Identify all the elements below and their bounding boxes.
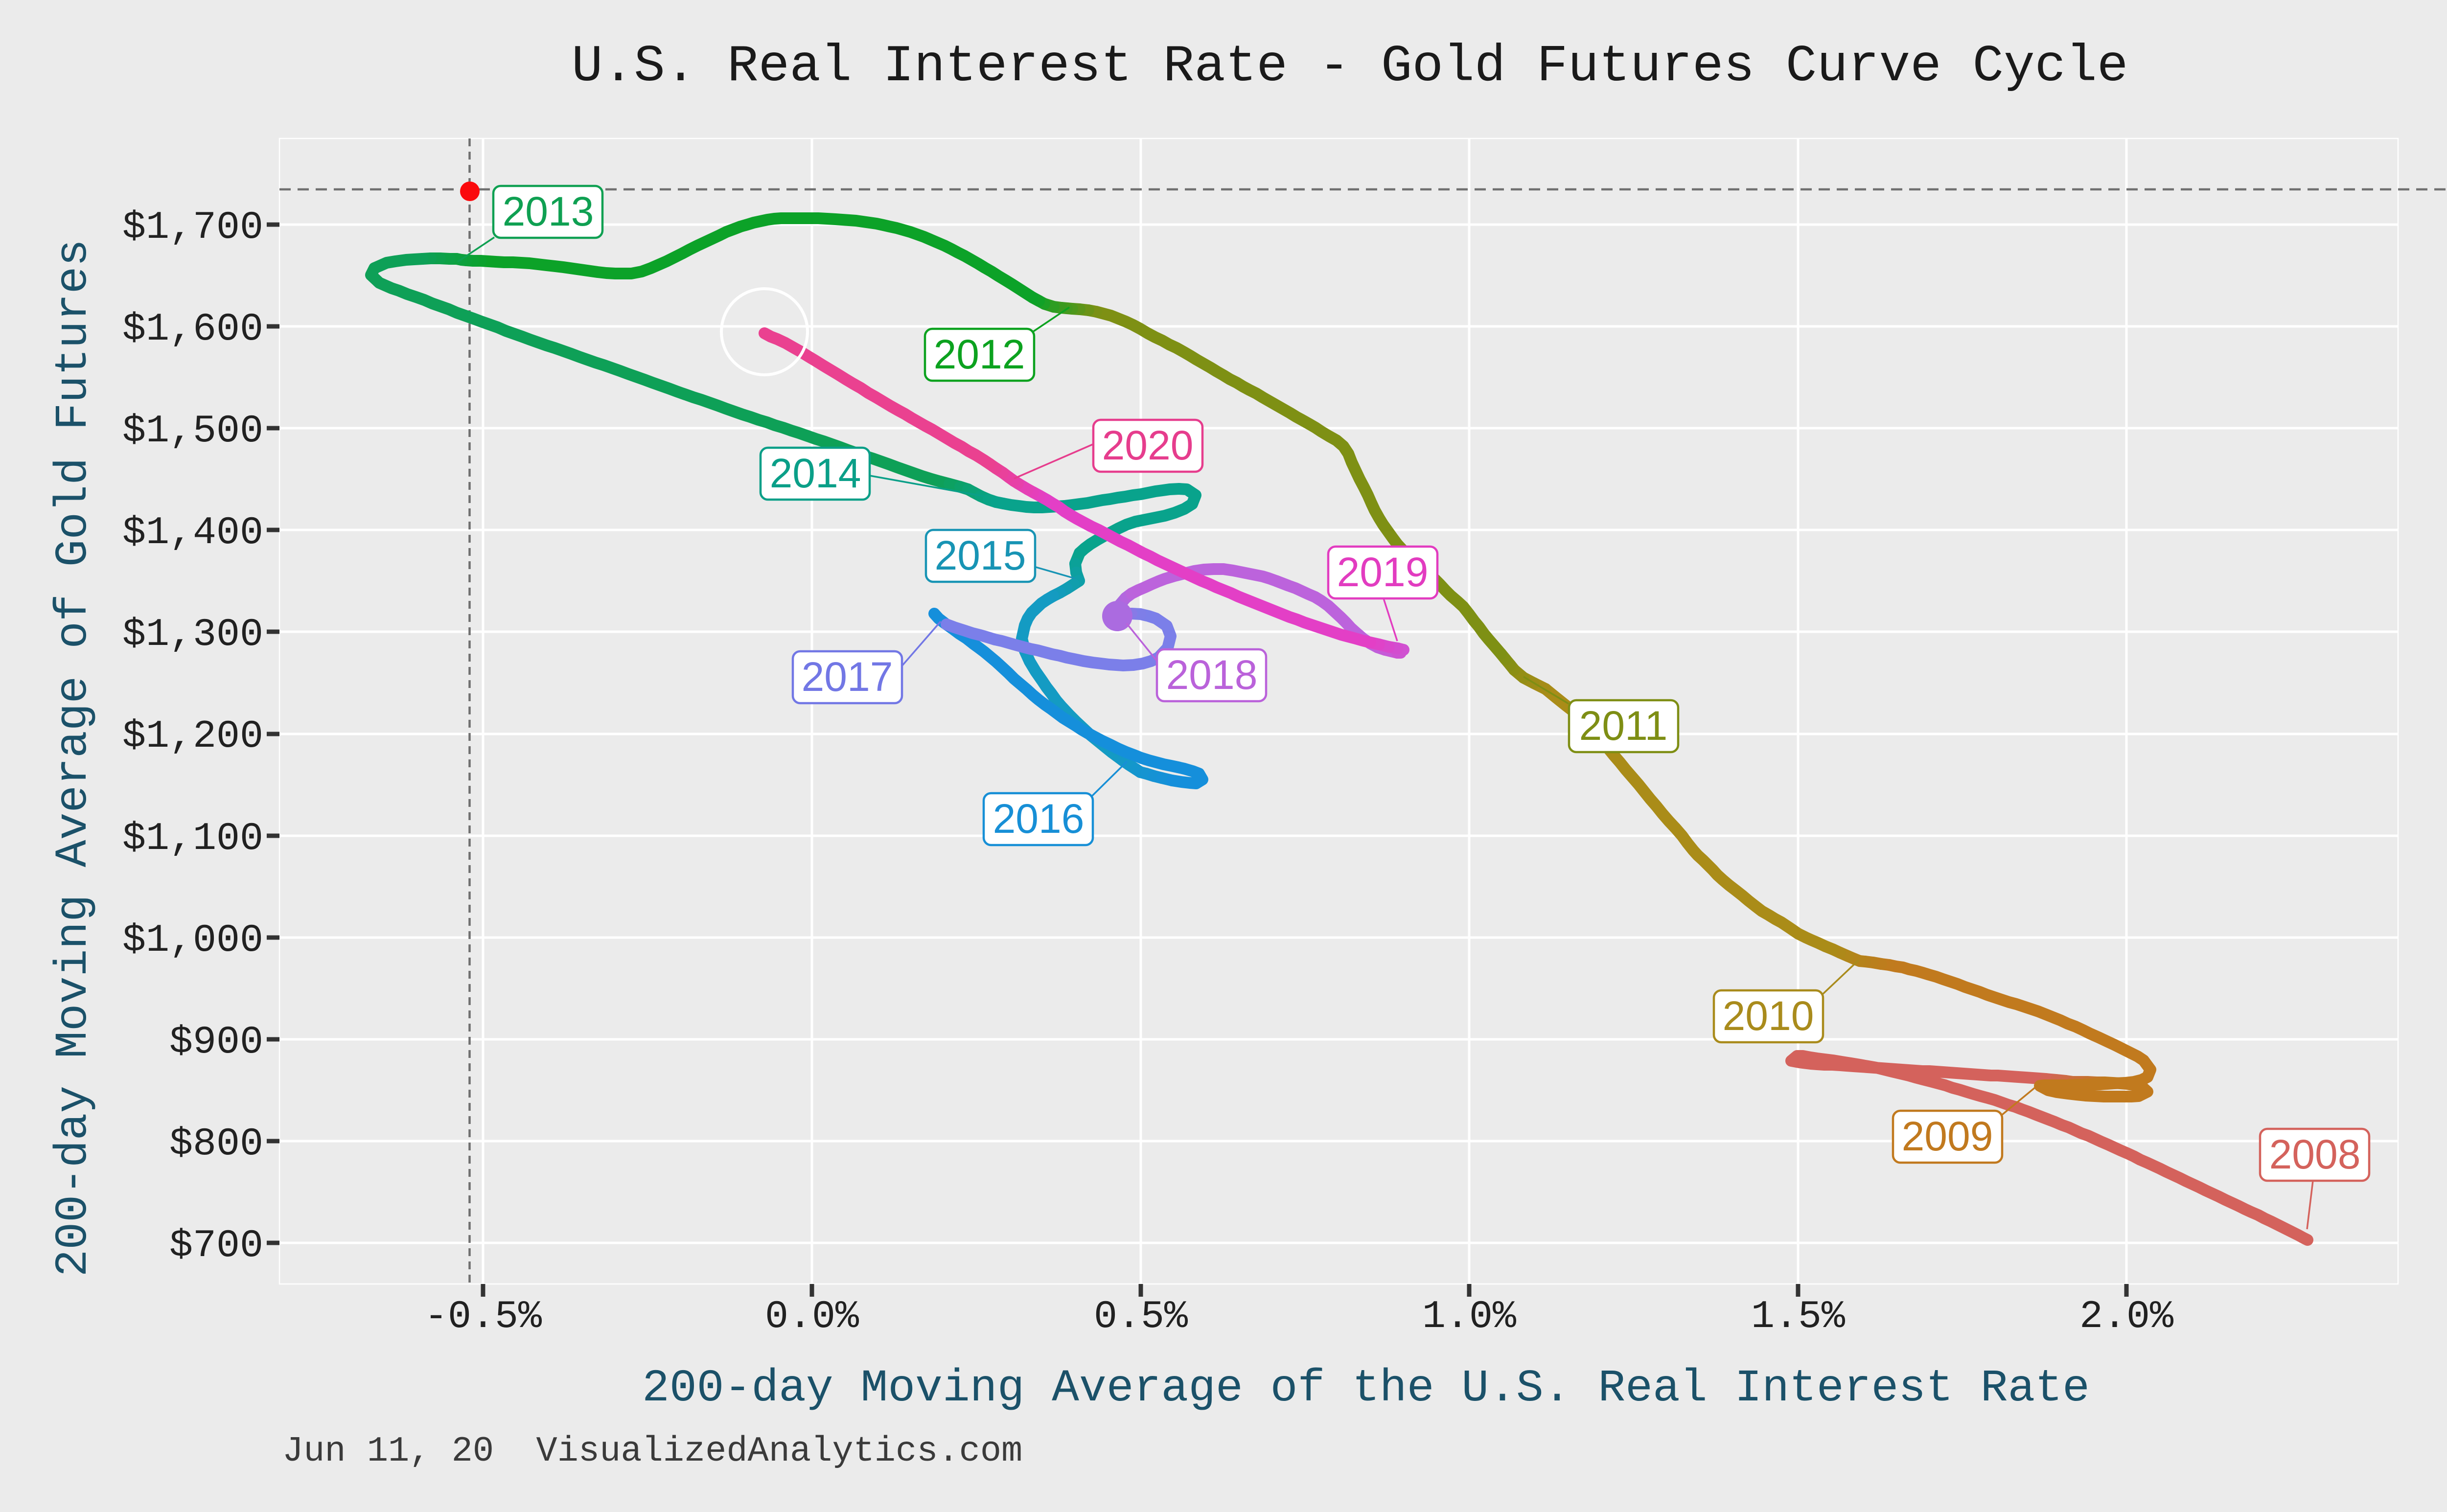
svg-text:$1,700: $1,700 — [122, 206, 263, 250]
svg-text:U.S. Real Interest Rate - Gold: U.S. Real Interest Rate - Gold Futures C… — [572, 37, 2128, 96]
svg-text:$800: $800 — [169, 1122, 263, 1167]
svg-text:$1,600: $1,600 — [122, 307, 263, 352]
svg-text:200-day Moving Average of Gold: 200-day Moving Average of Gold Futures — [48, 239, 99, 1277]
svg-text:2010: 2010 — [1723, 993, 1814, 1039]
svg-text:2015: 2015 — [935, 532, 1026, 578]
svg-text:2016: 2016 — [993, 796, 1085, 842]
svg-text:$1,500: $1,500 — [122, 409, 263, 454]
svg-text:Jun 11, 20 VisualizedAnalytic: Jun 11, 20 VisualizedAnalytics.com — [282, 1431, 1022, 1471]
svg-text:-0.5%: -0.5% — [424, 1295, 542, 1339]
svg-text:2.0%: 2.0% — [2079, 1295, 2174, 1339]
svg-text:2011: 2011 — [1579, 703, 1668, 749]
svg-text:0.0%: 0.0% — [765, 1295, 859, 1339]
svg-text:2019: 2019 — [1337, 549, 1429, 595]
svg-text:2017: 2017 — [802, 654, 893, 700]
svg-text:2008: 2008 — [2269, 1131, 2361, 1177]
svg-text:$1,300: $1,300 — [122, 613, 263, 657]
svg-text:$700: $700 — [169, 1224, 263, 1268]
svg-text:2014: 2014 — [770, 450, 861, 496]
svg-text:2012: 2012 — [934, 331, 1025, 377]
svg-text:2009: 2009 — [1902, 1113, 1993, 1159]
svg-text:0.5%: 0.5% — [1094, 1295, 1188, 1339]
svg-text:$1,200: $1,200 — [122, 714, 263, 759]
svg-text:$1,400: $1,400 — [122, 511, 263, 555]
svg-text:$1,100: $1,100 — [122, 817, 263, 861]
svg-text:200-day Moving Average of the: 200-day Moving Average of the U.S. Real … — [642, 1363, 2090, 1414]
svg-text:2020: 2020 — [1102, 422, 1194, 468]
svg-text:$1,000: $1,000 — [122, 918, 263, 963]
svg-text:2018: 2018 — [1166, 652, 1258, 698]
svg-text:2013: 2013 — [503, 188, 594, 234]
svg-text:1.5%: 1.5% — [1751, 1295, 1846, 1339]
svg-text:1.0%: 1.0% — [1422, 1295, 1517, 1339]
svg-text:$900: $900 — [169, 1020, 263, 1065]
